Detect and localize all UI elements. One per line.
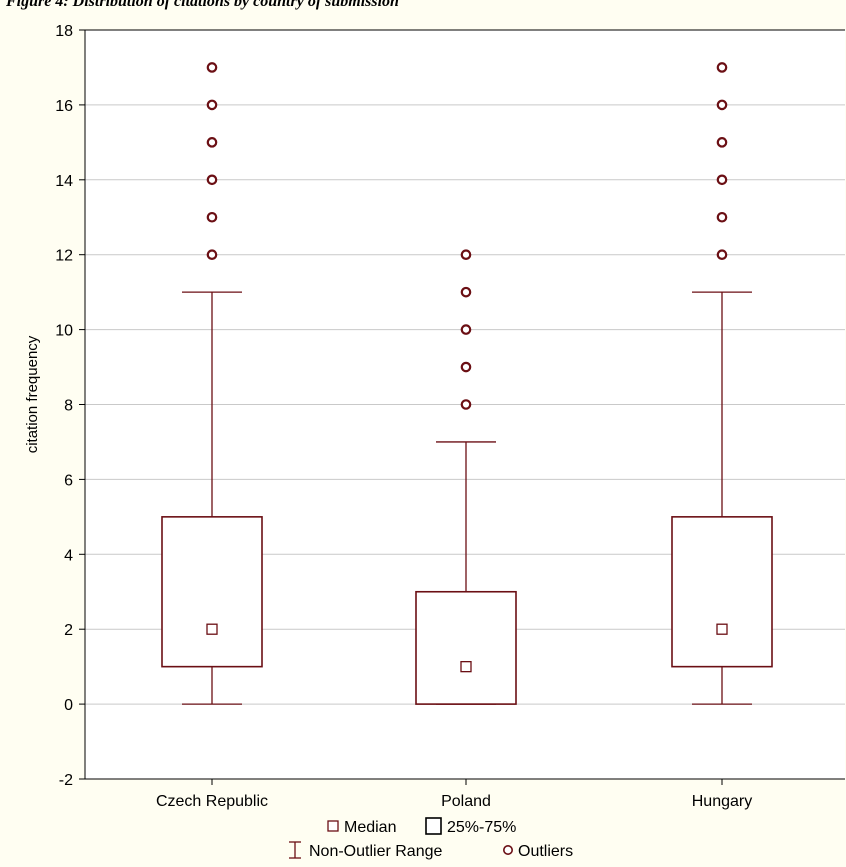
outlier-point	[716, 62, 728, 73]
median-marker	[206, 623, 218, 635]
x-tick-label: Czech Republic	[156, 793, 268, 810]
legend-iqr-label: 25%-75%	[447, 819, 516, 836]
x-tick-label: Poland	[441, 793, 491, 810]
y-tick-label: 6	[64, 472, 73, 489]
legend: Median 25%-75%Non-Outlier Range Outliers	[289, 817, 573, 860]
outlier-point	[460, 399, 472, 410]
x-tick-label: Hungary	[692, 793, 752, 810]
outlier-point	[206, 62, 218, 73]
y-tick-label: 14	[55, 173, 73, 190]
outlier-point	[716, 174, 728, 186]
box-iqr	[671, 516, 773, 668]
y-tick-label: 12	[55, 248, 73, 265]
outlier-point	[206, 99, 218, 111]
outlier-point	[460, 249, 472, 260]
y-tick-label: 4	[64, 547, 73, 564]
legend-range-label: Non-Outlier Range	[309, 843, 443, 860]
outlier-point	[206, 211, 218, 223]
outlier-point	[716, 137, 728, 148]
chart-title: Figure 4: Distribution of citations by c…	[5, 0, 399, 10]
outlier-point	[460, 324, 472, 335]
outlier-point	[716, 99, 728, 111]
y-tick-label: 8	[64, 398, 73, 415]
median-marker	[716, 623, 728, 635]
y-axis-title: citation frequency	[24, 335, 41, 453]
y-tick-label: 18	[55, 23, 73, 40]
outlier-point	[460, 286, 472, 298]
outlier-point	[206, 249, 218, 260]
legend-iqr-symbol	[425, 817, 442, 835]
legend-outlier-label: Outliers	[518, 843, 573, 860]
x-axis: Czech Republic Poland Hungary	[156, 779, 752, 810]
outlier-point	[460, 361, 472, 373]
y-axis: -2 0 2 4 6 8 10 12 14 16 18	[55, 23, 85, 789]
outliers-layer	[206, 62, 728, 410]
y-tick-label: 10	[55, 323, 73, 340]
y-tick-label: 16	[55, 98, 73, 115]
outlier-point	[716, 211, 728, 223]
box-iqr	[161, 516, 263, 668]
legend-outlier-symbol	[502, 844, 513, 855]
y-tick-label: 0	[64, 697, 73, 714]
boxes-layer	[161, 291, 773, 705]
y-tick-label: 2	[64, 622, 73, 639]
legend-median-symbol	[327, 820, 339, 832]
outlier-point	[716, 249, 728, 260]
outlier-point	[206, 137, 218, 148]
median-marker	[460, 661, 472, 673]
legend-median-label: Median	[344, 819, 396, 836]
box-iqr	[415, 590, 517, 705]
outlier-point	[206, 174, 218, 186]
y-tick-label: -2	[59, 772, 73, 789]
